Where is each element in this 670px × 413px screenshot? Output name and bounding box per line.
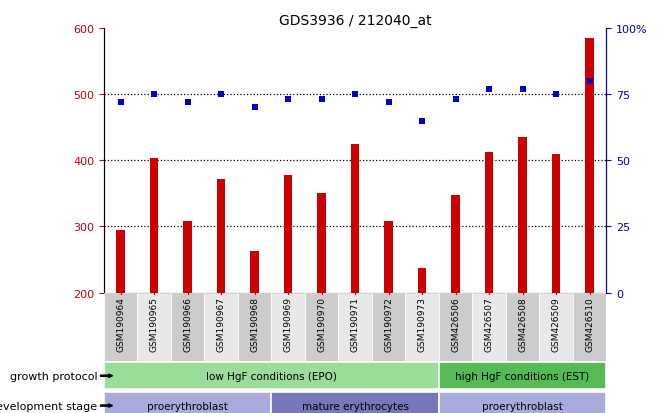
Text: GSM190970: GSM190970 [317,296,326,351]
Bar [204,293,238,361]
Text: GSM190969: GSM190969 [283,296,293,351]
Bar [271,293,305,361]
Bar [271,392,439,413]
Point [249,105,260,112]
Point [216,92,226,98]
Bar [104,293,137,361]
Point [283,97,293,104]
Text: development stage: development stage [0,401,97,411]
Bar [117,230,125,293]
Bar [238,293,271,361]
Point [383,100,394,106]
Text: GSM426509: GSM426509 [551,296,561,351]
Point [115,100,126,106]
Text: GSM426507: GSM426507 [484,296,494,351]
Bar [171,293,204,361]
Text: GSM190964: GSM190964 [116,296,125,351]
Bar [405,293,439,361]
Bar [104,363,439,389]
Point [484,86,494,93]
Text: GSM426508: GSM426508 [518,296,527,351]
Text: GSM190968: GSM190968 [250,296,259,351]
Bar [418,268,426,293]
Bar [439,363,606,389]
Bar [104,392,271,413]
Point [417,118,427,125]
Title: GDS3936 / 212040_at: GDS3936 / 212040_at [279,14,431,28]
Bar [184,221,192,293]
Bar [385,221,393,293]
Point [450,97,461,104]
Point [551,92,561,98]
Point [517,86,528,93]
Text: growth protocol: growth protocol [9,371,97,381]
Bar [519,138,527,293]
Point [316,97,327,104]
Bar [439,392,606,413]
Bar [586,39,594,293]
Bar [439,293,472,361]
Bar [150,159,158,293]
Bar [351,145,359,293]
Text: proerythroblast: proerythroblast [147,401,228,411]
Text: GSM190966: GSM190966 [183,296,192,351]
Bar [305,293,338,361]
Bar [472,293,506,361]
Text: GSM190965: GSM190965 [149,296,159,351]
Bar [137,293,171,361]
Text: GSM426510: GSM426510 [585,296,594,351]
Text: mature erythrocytes: mature erythrocytes [302,401,409,411]
Bar [506,293,539,361]
Text: high HgF conditions (EST): high HgF conditions (EST) [456,371,590,381]
Text: GSM190967: GSM190967 [216,296,226,351]
Point [350,92,360,98]
Text: GSM190973: GSM190973 [417,296,427,351]
Bar [284,176,292,293]
Point [149,92,159,98]
Text: proerythroblast: proerythroblast [482,401,563,411]
Bar [372,293,405,361]
Bar [338,293,372,361]
Bar [485,152,493,293]
Bar [318,194,326,293]
Bar [217,179,225,293]
Bar [251,251,259,293]
Bar [573,293,606,361]
Bar [452,195,460,293]
Point [584,78,595,85]
Text: GSM426506: GSM426506 [451,296,460,351]
Text: GSM190972: GSM190972 [384,296,393,351]
Bar [552,154,560,293]
Bar [539,293,573,361]
Text: low HgF conditions (EPO): low HgF conditions (EPO) [206,371,337,381]
Text: GSM190971: GSM190971 [350,296,360,351]
Point [182,100,193,106]
